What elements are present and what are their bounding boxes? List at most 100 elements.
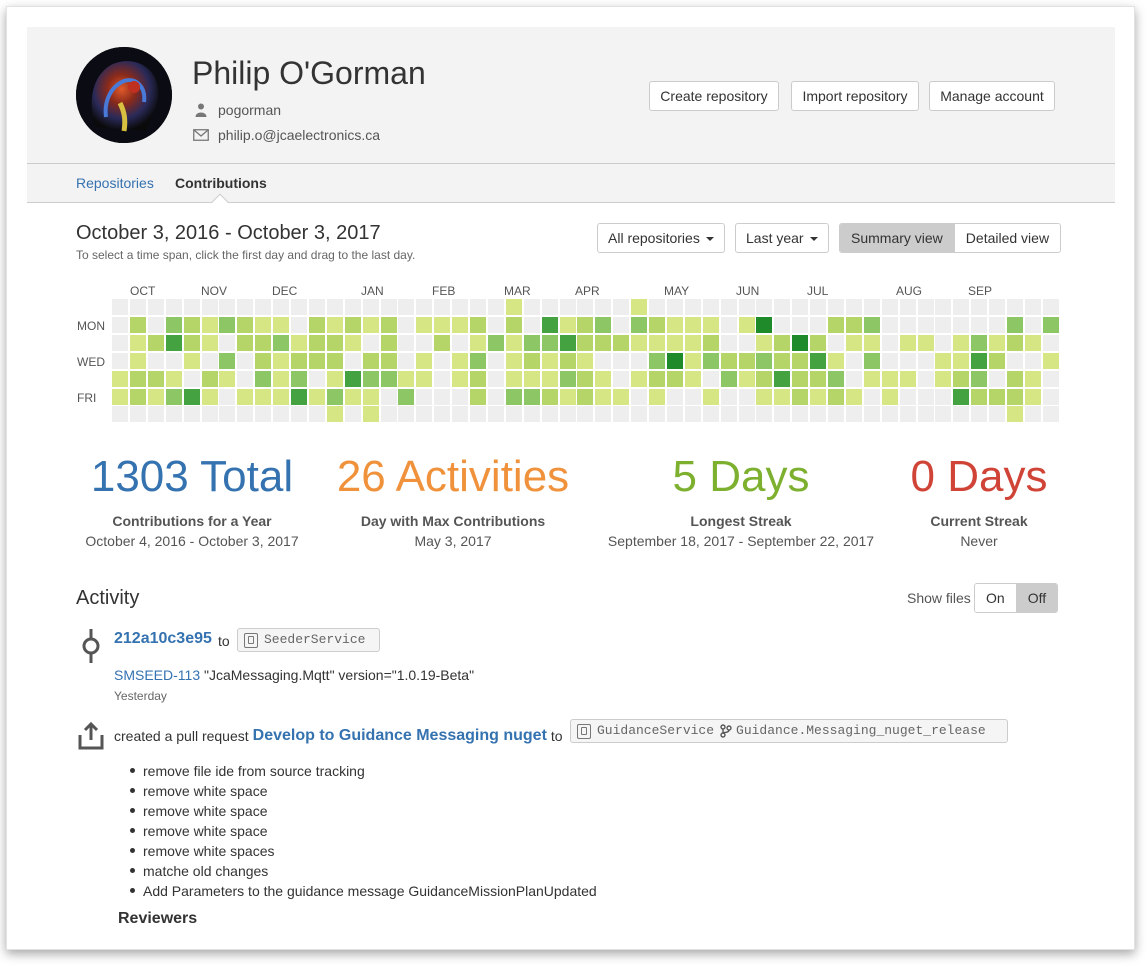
heatmap-cell[interactable]	[129, 316, 146, 333]
heatmap-cell[interactable]	[237, 299, 254, 315]
heatmap-cell[interactable]	[1042, 299, 1059, 315]
heatmap-cell[interactable]	[362, 370, 379, 387]
heatmap-cell[interactable]	[237, 370, 254, 387]
heatmap-cell[interactable]	[326, 316, 343, 333]
heatmap-cell[interactable]	[631, 299, 648, 315]
heatmap-cell[interactable]	[1042, 406, 1059, 423]
heatmap-cell[interactable]	[165, 370, 182, 387]
heatmap-cell[interactable]	[147, 406, 164, 423]
heatmap-cell[interactable]	[487, 316, 504, 333]
heatmap-cell[interactable]	[147, 388, 164, 405]
heatmap-cell[interactable]	[505, 388, 522, 405]
heatmap-cell[interactable]	[326, 388, 343, 405]
heatmap-cell[interactable]	[487, 388, 504, 405]
heatmap-cell[interactable]	[881, 316, 898, 333]
heatmap-cell[interactable]	[434, 316, 451, 333]
heatmap-cell[interactable]	[255, 352, 272, 369]
heatmap-cell[interactable]	[416, 316, 433, 333]
heatmap-cell[interactable]	[917, 370, 934, 387]
heatmap-cell[interactable]	[863, 299, 880, 315]
heatmap-cell[interactable]	[112, 334, 128, 351]
heatmap-cell[interactable]	[255, 316, 272, 333]
heatmap-cell[interactable]	[738, 388, 755, 405]
heatmap-cell[interactable]	[666, 370, 683, 387]
heatmap-cell[interactable]	[129, 334, 146, 351]
heatmap-cell[interactable]	[541, 388, 558, 405]
heatmap-cell[interactable]	[989, 370, 1006, 387]
heatmap-cell[interactable]	[416, 388, 433, 405]
summary-view-button[interactable]: Summary view	[840, 224, 954, 252]
heatmap-cell[interactable]	[165, 352, 182, 369]
heatmap-cell[interactable]	[344, 388, 361, 405]
heatmap-cell[interactable]	[935, 370, 952, 387]
heatmap-cell[interactable]	[863, 388, 880, 405]
heatmap-cell[interactable]	[613, 334, 630, 351]
heatmap-cell[interactable]	[147, 316, 164, 333]
heatmap-cell[interactable]	[452, 299, 469, 315]
heatmap-cell[interactable]	[255, 406, 272, 423]
heatmap-cell[interactable]	[398, 388, 415, 405]
heatmap-cell[interactable]	[720, 370, 737, 387]
heatmap-cell[interactable]	[738, 370, 755, 387]
heatmap-cell[interactable]	[935, 334, 952, 351]
heatmap-cell[interactable]	[380, 406, 397, 423]
heatmap-cell[interactable]	[720, 406, 737, 423]
heatmap-cell[interactable]	[792, 370, 809, 387]
heatmap-cell[interactable]	[344, 406, 361, 423]
heatmap-cell[interactable]	[541, 334, 558, 351]
heatmap-cell[interactable]	[380, 352, 397, 369]
heatmap-cell[interactable]	[362, 316, 379, 333]
heatmap-cell[interactable]	[559, 334, 576, 351]
heatmap-cell[interactable]	[147, 334, 164, 351]
heatmap-cell[interactable]	[792, 388, 809, 405]
heatmap-cell[interactable]	[684, 334, 701, 351]
repository-branch-chip[interactable]: GuidanceService Guidance.Messaging_nuget…	[570, 719, 1008, 743]
heatmap-cell[interactable]	[416, 370, 433, 387]
heatmap-cell[interactable]	[1024, 352, 1041, 369]
heatmap-cell[interactable]	[201, 370, 218, 387]
heatmap-cell[interactable]	[291, 388, 307, 405]
heatmap-cell[interactable]	[595, 352, 612, 369]
heatmap-cell[interactable]	[523, 406, 540, 423]
heatmap-cell[interactable]	[380, 316, 397, 333]
heatmap-cell[interactable]	[237, 406, 254, 423]
heatmap-cell[interactable]	[774, 352, 791, 369]
import-repository-button[interactable]: Import repository	[791, 81, 919, 111]
heatmap-cell[interactable]	[201, 334, 218, 351]
detailed-view-button[interactable]: Detailed view	[953, 224, 1061, 252]
heatmap-cell[interactable]	[255, 388, 272, 405]
heatmap-cell[interactable]	[112, 316, 128, 333]
heatmap-cell[interactable]	[881, 352, 898, 369]
heatmap-cell[interactable]	[398, 334, 415, 351]
heatmap-cell[interactable]	[470, 352, 486, 369]
heatmap-cell[interactable]	[577, 352, 594, 369]
heatmap-cell[interactable]	[416, 406, 433, 423]
heatmap-cell[interactable]	[863, 334, 880, 351]
heatmap-cell[interactable]	[1024, 334, 1041, 351]
heatmap-cell[interactable]	[201, 388, 218, 405]
heatmap-cell[interactable]	[577, 388, 594, 405]
heatmap-cell[interactable]	[398, 406, 415, 423]
heatmap-cell[interactable]	[416, 352, 433, 369]
heatmap-cell[interactable]	[559, 388, 576, 405]
heatmap-cell[interactable]	[899, 388, 916, 405]
heatmap-cell[interactable]	[738, 352, 755, 369]
heatmap-cell[interactable]	[505, 370, 522, 387]
heatmap-cell[interactable]	[792, 316, 809, 333]
heatmap-cell[interactable]	[434, 388, 451, 405]
heatmap-cell[interactable]	[971, 334, 988, 351]
heatmap-cell[interactable]	[541, 370, 558, 387]
heatmap-cell[interactable]	[971, 406, 988, 423]
heatmap-cell[interactable]	[756, 406, 773, 423]
heatmap-cell[interactable]	[112, 406, 128, 423]
heatmap-cell[interactable]	[541, 352, 558, 369]
heatmap-cell[interactable]	[237, 316, 254, 333]
heatmap-cell[interactable]	[291, 299, 307, 315]
heatmap-cell[interactable]	[953, 406, 970, 423]
heatmap-cell[interactable]	[684, 388, 701, 405]
heatmap-cell[interactable]	[380, 334, 397, 351]
heatmap-cell[interactable]	[165, 406, 182, 423]
heatmap-cell[interactable]	[899, 406, 916, 423]
heatmap-cell[interactable]	[917, 334, 934, 351]
heatmap-cell[interactable]	[828, 370, 844, 387]
